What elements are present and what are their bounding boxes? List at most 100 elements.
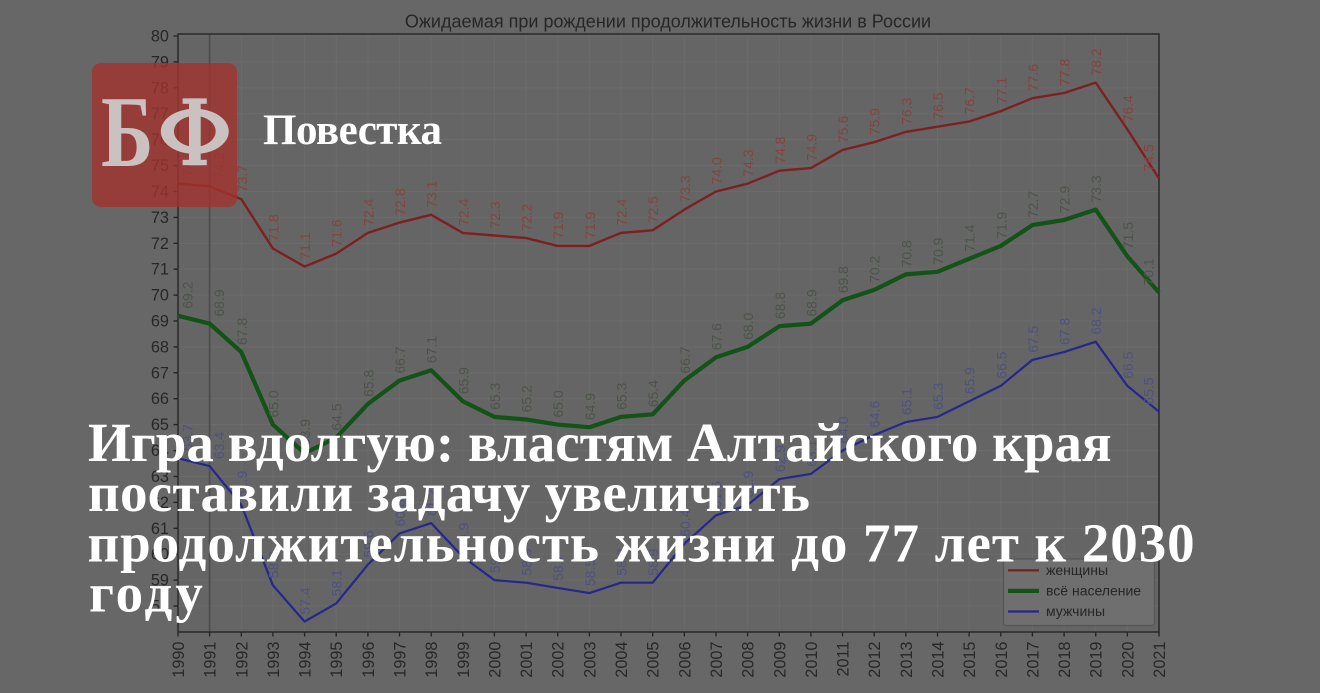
svg-text:61.2: 61.2 [424,489,440,516]
svg-text:60: 60 [151,546,169,564]
svg-text:72.4: 72.4 [455,198,471,225]
svg-text:всё население: всё население [1046,583,1141,599]
svg-text:1997: 1997 [392,642,410,678]
svg-text:65.8: 65.8 [360,369,376,396]
svg-text:66.5: 66.5 [1120,351,1136,378]
svg-text:2015: 2015 [961,642,979,678]
svg-text:74.0: 74.0 [709,157,725,184]
svg-text:73.7: 73.7 [234,165,250,192]
svg-text:63.4: 63.4 [211,432,227,459]
svg-text:64.5: 64.5 [329,403,345,430]
svg-text:58.8: 58.8 [265,551,281,578]
svg-text:78.2: 78.2 [1088,48,1104,75]
svg-text:72.4: 72.4 [614,198,630,225]
svg-text:71.9: 71.9 [550,211,566,238]
svg-text:1993: 1993 [265,642,283,678]
svg-text:59.6: 59.6 [360,530,376,557]
svg-text:66: 66 [151,390,169,408]
svg-text:72.9: 72.9 [1057,186,1073,213]
svg-text:72.7: 72.7 [1025,191,1041,218]
svg-text:80: 80 [151,28,169,46]
svg-text:59.9: 59.9 [455,522,471,549]
svg-text:2014: 2014 [930,642,948,678]
svg-text:71: 71 [151,261,169,279]
svg-text:2006: 2006 [676,642,694,678]
svg-text:2002: 2002 [550,642,568,678]
svg-text:67.5: 67.5 [1025,325,1041,352]
svg-text:2007: 2007 [708,642,726,678]
svg-text:58.1: 58.1 [329,569,345,596]
svg-text:65.9: 65.9 [455,367,471,394]
svg-text:62.9: 62.9 [772,445,788,472]
svg-text:65.4: 65.4 [645,380,661,407]
svg-text:76.4: 76.4 [1120,95,1136,122]
svg-text:76.5: 76.5 [930,92,946,119]
svg-text:73.1: 73.1 [424,180,440,207]
svg-text:70.2: 70.2 [867,255,883,282]
svg-text:70.9: 70.9 [930,237,946,264]
svg-text:58.7: 58.7 [550,553,566,580]
svg-text:65.1: 65.1 [898,388,914,415]
svg-text:2004: 2004 [613,642,631,678]
svg-text:73: 73 [151,209,169,227]
svg-text:1998: 1998 [423,642,441,678]
svg-text:64.0: 64.0 [835,416,851,443]
svg-text:69.8: 69.8 [835,266,851,293]
svg-text:64: 64 [151,442,169,460]
svg-text:63.1: 63.1 [803,439,819,466]
svg-text:67.8: 67.8 [1057,318,1073,345]
svg-text:71.4: 71.4 [962,224,978,251]
svg-text:73.3: 73.3 [1088,175,1104,202]
svg-text:2001: 2001 [518,642,536,678]
svg-text:68.0: 68.0 [740,312,756,339]
svg-text:63.7: 63.7 [180,424,196,451]
svg-text:2012: 2012 [866,642,884,678]
svg-text:77.6: 77.6 [1025,64,1041,91]
svg-text:68.9: 68.9 [211,289,227,316]
svg-text:65.3: 65.3 [930,382,946,409]
svg-text:64.9: 64.9 [582,393,598,420]
svg-text:2019: 2019 [1088,642,1106,678]
svg-text:женщины: женщины [1046,562,1108,578]
svg-text:2013: 2013 [898,642,916,678]
svg-text:Повестка: Повестка [263,107,442,154]
svg-text:1994: 1994 [297,642,315,678]
svg-text:Ожидаемая при рождении продолж: Ожидаемая при рождении продолжительность… [405,12,931,32]
svg-text:1995: 1995 [328,642,346,678]
svg-text:74.3: 74.3 [740,149,756,176]
svg-text:74.8: 74.8 [772,136,788,163]
svg-text:мужчины: мужчины [1046,603,1105,619]
svg-text:60.8: 60.8 [392,499,408,526]
svg-text:70.1: 70.1 [1141,258,1157,285]
svg-text:67.1: 67.1 [424,336,440,363]
svg-text:75.6: 75.6 [835,116,851,143]
svg-text:71.6: 71.6 [329,219,345,246]
svg-text:61: 61 [151,520,169,538]
svg-text:74.5: 74.5 [1141,144,1157,171]
svg-text:1999: 1999 [455,642,473,678]
svg-text:70: 70 [151,287,169,305]
svg-text:1996: 1996 [360,642,378,678]
svg-text:69.2: 69.2 [180,281,196,308]
svg-text:58.9: 58.9 [614,548,630,575]
svg-text:63: 63 [151,468,169,486]
svg-text:72.5: 72.5 [645,196,661,223]
svg-text:71.9: 71.9 [993,211,1009,238]
svg-text:продолжительность жизни до 77: продолжительность жизни до 77 лет к 2030 [88,512,1196,573]
svg-text:70.8: 70.8 [898,240,914,267]
svg-text:2005: 2005 [645,642,663,678]
svg-text:62: 62 [151,494,169,512]
svg-text:68.8: 68.8 [772,292,788,319]
svg-text:76.3: 76.3 [898,97,914,124]
svg-text:65.0: 65.0 [550,390,566,417]
svg-text:76.7: 76.7 [962,87,978,114]
svg-text:58.5: 58.5 [582,559,598,586]
svg-text:72.4: 72.4 [360,198,376,225]
svg-text:67: 67 [151,364,169,382]
svg-text:2020: 2020 [1119,642,1137,678]
svg-text:Игра вдолгую: властям Алтайско: Игра вдолгую: властям Алтайского края [88,412,1112,473]
svg-text:65.2: 65.2 [519,385,535,412]
svg-text:72: 72 [151,235,169,253]
svg-text:58.9: 58.9 [519,548,535,575]
svg-text:77.1: 77.1 [993,77,1009,104]
